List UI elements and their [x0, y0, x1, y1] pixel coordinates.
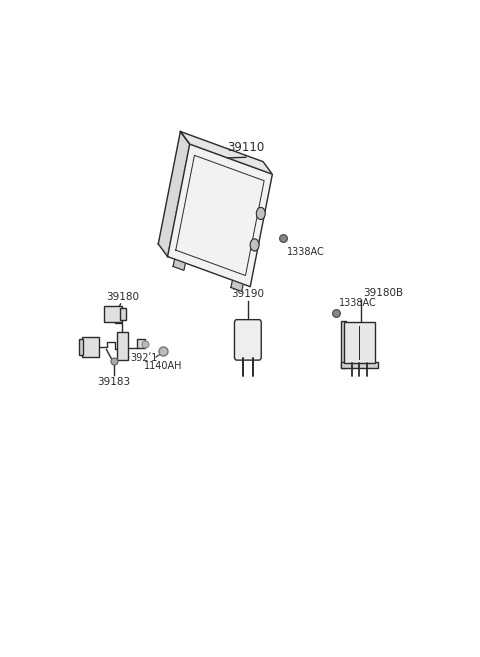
Polygon shape: [158, 131, 190, 257]
Bar: [104, 306, 122, 322]
Bar: [341, 321, 346, 368]
Text: 1338AC: 1338AC: [287, 247, 324, 258]
Circle shape: [256, 208, 265, 219]
FancyBboxPatch shape: [234, 320, 261, 360]
Bar: [137, 340, 145, 348]
FancyBboxPatch shape: [344, 323, 374, 363]
Bar: [79, 340, 84, 355]
Circle shape: [250, 239, 259, 251]
Bar: [341, 362, 378, 368]
Bar: [120, 307, 126, 321]
Polygon shape: [168, 144, 272, 286]
Polygon shape: [173, 259, 185, 271]
Polygon shape: [231, 280, 243, 292]
Text: 1140AH: 1140AH: [144, 361, 183, 371]
Text: 39183: 39183: [97, 377, 131, 388]
Text: 39180: 39180: [106, 292, 139, 302]
Text: 1338AC: 1338AC: [339, 298, 377, 307]
Bar: [82, 337, 99, 357]
Text: 39190: 39190: [231, 289, 264, 300]
Polygon shape: [180, 131, 272, 174]
Text: 39110: 39110: [228, 141, 264, 154]
Text: 392ʹ1: 392ʹ1: [130, 353, 157, 363]
Bar: [117, 332, 128, 360]
Text: 39180B: 39180B: [363, 288, 403, 298]
